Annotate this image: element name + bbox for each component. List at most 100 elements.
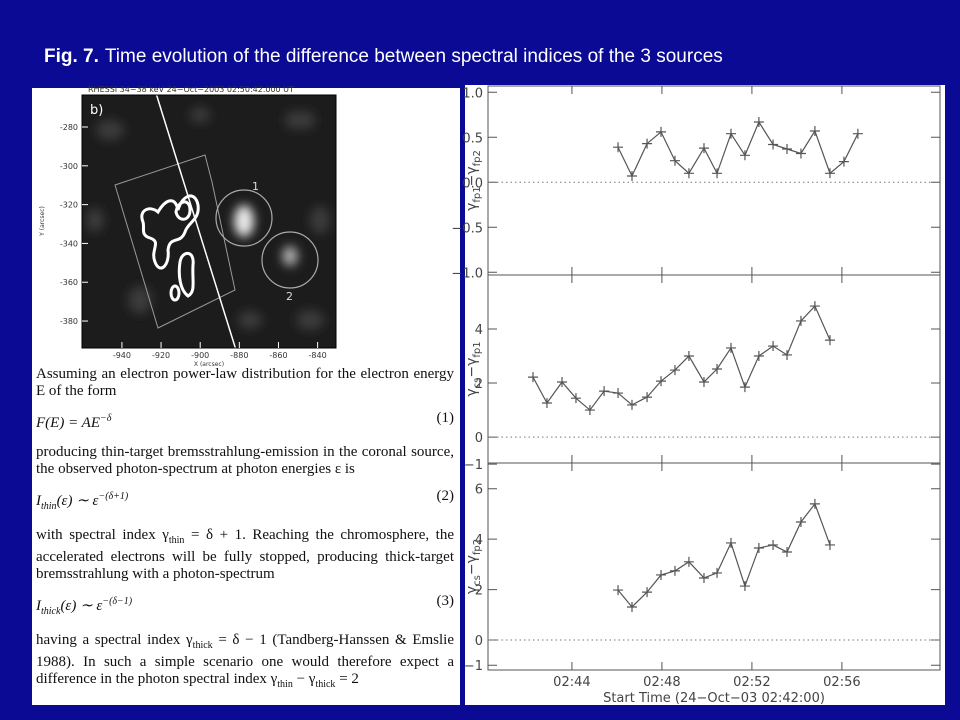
point-marker (753, 117, 764, 127)
series-line (617, 502, 831, 608)
text-run: = 2 (335, 671, 359, 687)
point-marker (642, 138, 653, 149)
point-marker (613, 585, 624, 596)
point-marker (782, 349, 793, 360)
point-marker (824, 335, 835, 346)
y-tick-label: -380 (60, 317, 78, 326)
point-marker (768, 341, 779, 352)
point-marker (669, 155, 680, 166)
x-tick-label: -880 (230, 351, 248, 360)
source-label: 1 (252, 180, 259, 193)
subscript: thick (192, 640, 213, 651)
x-tick-label: 02:56 (823, 675, 860, 690)
point-marker (712, 168, 723, 179)
point-marker (725, 128, 736, 139)
subscript: thin (277, 679, 293, 690)
equation-number: (3) (436, 593, 455, 609)
text-run: − γ (292, 671, 316, 687)
y-tick-label: 0.0 (462, 176, 483, 191)
x-axis-label: Start Time (24−Oct−03 02:42:00) (603, 691, 825, 706)
x-tick-label: 02:48 (643, 675, 680, 690)
point-marker (795, 516, 806, 527)
y-tick-label: -360 (60, 278, 78, 287)
equation-body: F(E) = AE−δ (36, 410, 111, 432)
point-marker (669, 365, 680, 376)
paragraph: Assuming an electron power-law distribut… (36, 366, 454, 399)
point-marker (698, 572, 709, 583)
x-tick-label: 02:44 (553, 675, 590, 690)
equation-body: Ithick(ε) ∼ ε−(δ−1) (36, 593, 132, 620)
y-tick-label: -340 (60, 239, 78, 248)
document-text: Assuming an electron power-law distribut… (36, 366, 454, 703)
point-marker (824, 168, 835, 179)
y-tick-label: 0.5 (462, 131, 483, 146)
text-run: γ (464, 203, 480, 211)
x-tick-label: 02:52 (733, 675, 770, 690)
text-run: −γ (464, 555, 480, 575)
subscript: fp1 (472, 341, 483, 357)
series-line (532, 304, 831, 411)
point-marker (642, 587, 653, 598)
text-run: −γ (464, 358, 480, 378)
point-marker (584, 405, 595, 416)
equation-number: (2) (436, 488, 455, 504)
right-panel (465, 85, 945, 705)
title-text: Time evolution of the difference between… (104, 46, 723, 67)
x-tick-label: -900 (191, 351, 209, 360)
point-marker (725, 342, 736, 353)
text-run: −γ (464, 166, 480, 186)
y-axis-label: Y (arcsec) (39, 206, 46, 237)
subscript: thin (168, 535, 185, 546)
y-axis-label: γcs−γfp2 (464, 539, 483, 594)
point-marker (795, 315, 806, 326)
math-run: (ε) ∼ ε (60, 598, 103, 614)
text-run: having a spectral index γ (36, 632, 193, 648)
y-tick-label: 1.0 (462, 86, 483, 101)
point-marker (642, 392, 653, 403)
point-marker (541, 398, 552, 409)
point-marker (824, 539, 835, 550)
subscript: thick (315, 679, 336, 690)
point-marker (712, 567, 723, 578)
point-marker (753, 542, 764, 553)
series-line (617, 120, 859, 178)
y-tick-label: 2 (475, 584, 483, 599)
text-run: = δ − 1 (Tandberg-Hanssen & Emslie 1988)… (36, 632, 454, 687)
y-tick-label: 2 (475, 377, 483, 392)
point-marker (768, 539, 779, 550)
point-marker (626, 601, 637, 612)
map-caption: RHESSI 34−38 keV 24−Oct−2003 02:50:42.00… (88, 85, 294, 94)
slide-title: Fig. 7. Time evolution of the difference … (44, 46, 723, 68)
math-run: I (36, 493, 41, 509)
equation-number: (1) (436, 410, 455, 426)
equation: Ithin(ε) ∼ ε−(δ+1) (2) (36, 488, 454, 515)
y-tick-label: 0 (475, 431, 483, 446)
map (82, 95, 336, 348)
point-marker (656, 569, 667, 580)
y-tick-label: −1.0 (451, 266, 483, 281)
superscript: −(δ+1) (98, 491, 129, 502)
y-tick-label: −1 (464, 659, 483, 674)
paragraph: with spectral index γthin = δ + 1. Reach… (36, 527, 454, 583)
subscript: thin (41, 501, 57, 512)
subscript: thick (41, 606, 61, 617)
subscript: fp2 (472, 539, 483, 555)
point-marker (613, 388, 624, 399)
point-marker (795, 148, 806, 159)
y-tick-label: 4 (475, 323, 483, 338)
math-run: I (36, 598, 41, 614)
y-tick-label: -320 (60, 201, 78, 210)
text-run: = δ + 1. Reaching the chromosphere, the … (36, 527, 454, 582)
x-tick-label: -860 (269, 351, 287, 360)
x-axis-label: X (arcsec) (194, 361, 224, 368)
text-run: with spectral index γ (36, 527, 169, 543)
point-marker (626, 171, 637, 181)
point-marker (669, 565, 680, 576)
point-marker (613, 142, 624, 153)
y-axis-label: γfp1−γfp2 (464, 150, 483, 211)
point-marker (725, 537, 736, 548)
point-marker (626, 399, 637, 410)
point-marker (782, 144, 793, 154)
